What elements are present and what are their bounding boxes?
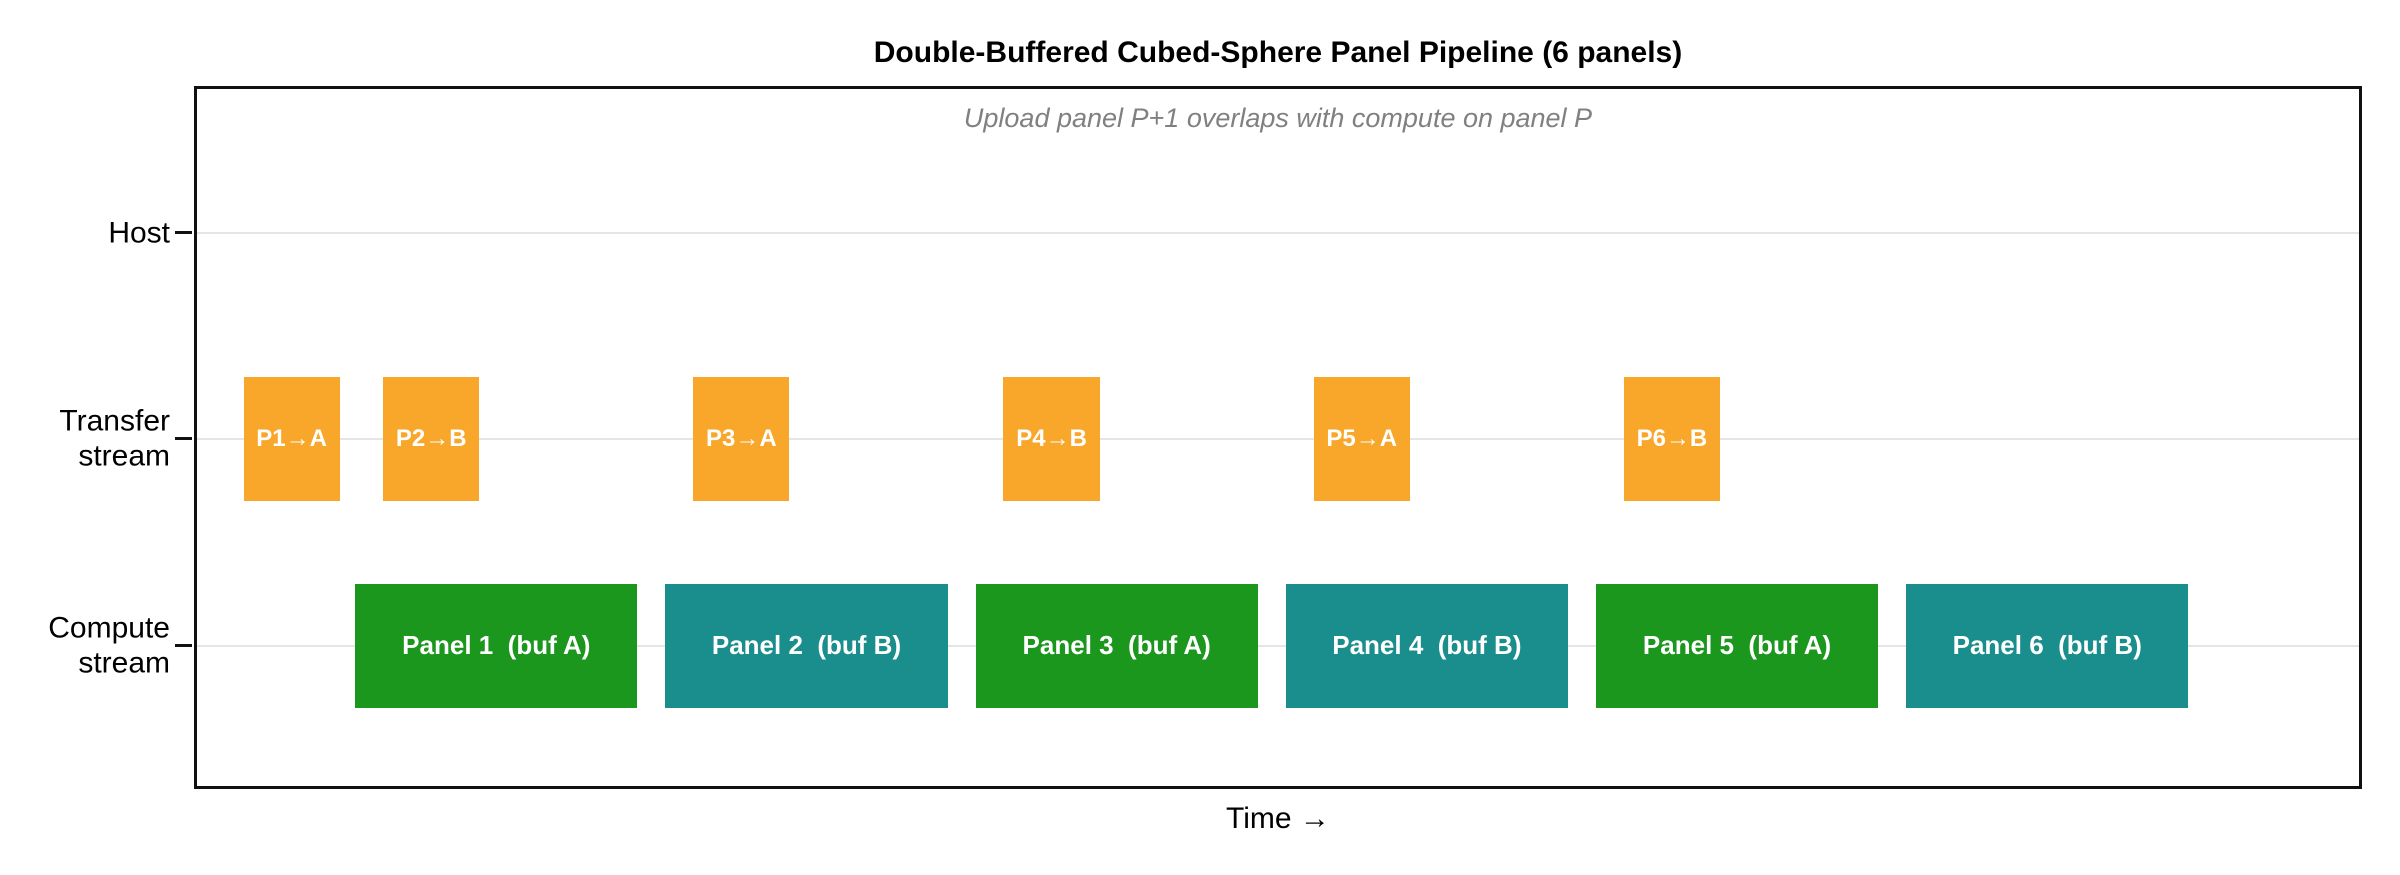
compute-panel-2-bar: Panel 2 (buf B): [665, 583, 948, 708]
upload-p6-b-bar: P6→B: [1623, 376, 1720, 501]
plot-area: Upload panel P+1 overlaps with compute o…: [48, 86, 2362, 789]
y-axis-tick-transfer-stream: [175, 436, 192, 440]
compute-panel-4-label: Panel 4 (buf B): [1332, 630, 1522, 661]
compute-panel-6-label: Panel 6 (buf B): [1952, 630, 2142, 661]
gridline-host: [197, 232, 2359, 235]
y-axis-label-host: Host: [108, 216, 170, 250]
compute-panel-3-label: Panel 3 (buf A): [1022, 630, 1211, 661]
compute-panel-5-bar: Panel 5 (buf A): [1595, 583, 1879, 708]
chart-subtitle: Upload panel P+1 overlaps with compute o…: [963, 103, 1593, 133]
upload-p1-a-label: P1→A: [256, 424, 327, 452]
y-axis-label-compute-stream: Compute stream: [48, 611, 170, 680]
x-axis-label: Time →: [1226, 802, 1330, 835]
gridline-transfer-stream: [197, 437, 2359, 440]
upload-p6-b-label: P6→B: [1636, 424, 1708, 452]
upload-p1-a-bar: P1→A: [243, 376, 340, 501]
compute-panel-6-bar: Panel 6 (buf B): [1906, 583, 2189, 708]
gridline-compute-stream: [197, 644, 2359, 647]
compute-panel-1-bar: Panel 1 (buf A): [355, 583, 638, 708]
y-axis-tick-compute-stream: [175, 643, 192, 647]
compute-panel-4-bar: Panel 4 (buf B): [1285, 583, 1569, 708]
y-axis-label-transfer-stream: Transfer stream: [59, 404, 170, 473]
compute-panel-2-label: Panel 2 (buf B): [711, 630, 902, 661]
upload-p4-b-bar: P4→B: [1003, 376, 1100, 501]
y-axis-tick-host: [175, 231, 192, 235]
upload-p2-b-bar: P2→B: [383, 376, 480, 501]
compute-panel-3-bar: Panel 3 (buf A): [975, 583, 1258, 708]
compute-panel-1-label: Panel 1 (buf A): [402, 630, 591, 661]
upload-p3-a-label: P3→A: [706, 424, 777, 452]
upload-p5-a-bar: P5→A: [1313, 376, 1410, 501]
chart-title: Double-Buffered Cubed-Sphere Panel Pipel…: [873, 36, 1683, 69]
upload-p5-a-label: P5→A: [1326, 424, 1398, 452]
upload-p4-b-label: P4→B: [1016, 424, 1087, 452]
upload-p3-a-bar: P3→A: [693, 376, 790, 501]
compute-panel-5-label: Panel 5 (buf A): [1642, 630, 1832, 661]
upload-p2-b-label: P2→B: [395, 424, 467, 452]
